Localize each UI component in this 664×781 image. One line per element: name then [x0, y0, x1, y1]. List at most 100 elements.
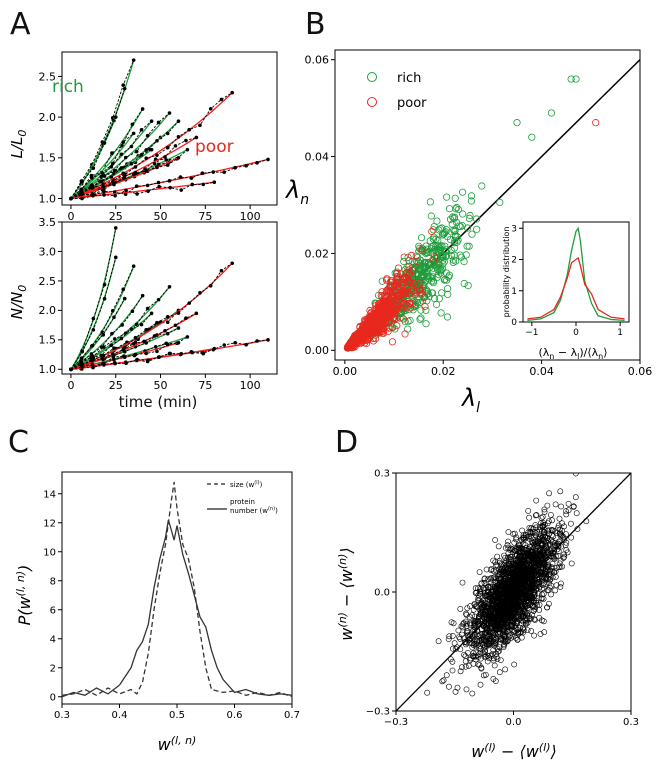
a-top-traj-point — [164, 158, 169, 162]
d-point — [520, 592, 527, 598]
b-point-rich — [417, 314, 425, 322]
d-point — [540, 534, 546, 541]
a-bot-traj-point — [91, 328, 96, 332]
a-bot-traj-point — [187, 301, 192, 305]
d-point — [559, 520, 565, 527]
a-top-ytick-label: 2.5 — [39, 70, 57, 83]
d-point — [557, 537, 564, 544]
d-point — [498, 593, 505, 600]
b-point-rich — [478, 182, 486, 190]
b-point-rich — [429, 279, 437, 287]
d-point — [520, 546, 527, 553]
d-point — [479, 597, 486, 604]
d-point — [462, 663, 469, 670]
d-point — [495, 648, 501, 655]
b-point-poor — [374, 329, 382, 337]
d-point — [521, 536, 527, 543]
b-point-rich — [463, 224, 472, 232]
b-point-rich — [457, 253, 465, 261]
d-point — [507, 553, 514, 560]
d-point — [547, 567, 553, 574]
d-point — [535, 571, 542, 578]
d-point — [494, 625, 501, 632]
d-point — [513, 574, 520, 580]
d-point — [539, 591, 545, 598]
d-point — [526, 535, 533, 542]
a-top-traj-point — [139, 153, 144, 157]
c-size-line — [61, 482, 293, 698]
d-point — [527, 567, 534, 574]
b-point-rich — [416, 256, 424, 264]
d-point — [439, 678, 446, 685]
c-ytick-label: 12 — [43, 518, 56, 529]
b-point-rich — [453, 233, 461, 241]
d-point — [526, 582, 533, 589]
d-point — [497, 582, 504, 588]
b-point-rich — [430, 294, 439, 302]
d-point — [480, 634, 487, 641]
d-point — [540, 585, 547, 592]
d-point — [472, 590, 479, 596]
a-bot-traj-point — [112, 357, 116, 362]
a-top-traj-point — [165, 163, 170, 167]
d-point — [449, 633, 456, 639]
d-point — [472, 585, 479, 592]
b-point-rich — [452, 257, 460, 265]
d-point — [488, 575, 495, 581]
d-point — [545, 563, 552, 570]
a-top-traj-point — [165, 145, 170, 150]
a-top-traj-point — [194, 135, 199, 140]
d-point — [467, 620, 474, 627]
b-point-poor — [399, 275, 407, 283]
d-point — [572, 473, 579, 477]
b-ytick-label: 0.04 — [305, 150, 330, 163]
b-point-poor — [409, 300, 417, 308]
d-point — [482, 593, 489, 600]
b-point-rich — [434, 249, 443, 257]
a-top-traj-point — [123, 155, 128, 160]
d-point — [464, 628, 471, 635]
a-top-traj-point — [201, 182, 206, 187]
a-bot-traj-point — [145, 306, 150, 311]
d-point — [476, 569, 483, 575]
d-point — [482, 671, 489, 678]
d-point — [485, 620, 492, 626]
b-point-rich — [467, 197, 475, 205]
d-point — [561, 536, 568, 543]
a-top-traj-point — [244, 163, 248, 168]
d-point — [572, 494, 579, 501]
a-top-traj-point — [149, 147, 154, 152]
b-point-rich — [451, 226, 459, 234]
d-point — [539, 523, 546, 529]
a-bot-ytick-label: 3.5 — [39, 216, 57, 229]
a-top-traj-point — [156, 120, 161, 125]
d-point — [483, 593, 490, 599]
d-point — [538, 552, 545, 558]
a-bot-traj-point — [131, 264, 136, 268]
d-point — [463, 610, 469, 617]
d-point — [504, 628, 511, 635]
d-point — [524, 610, 531, 616]
d-point — [536, 534, 543, 541]
a-top-traj-point — [230, 90, 235, 95]
d-point — [531, 529, 538, 536]
a-top-traj-point — [91, 166, 96, 170]
b-point-poor — [393, 322, 401, 330]
d-point — [480, 585, 487, 591]
d-point — [557, 488, 564, 495]
d-point — [536, 614, 543, 621]
b-point-poor — [346, 342, 355, 351]
d-point — [469, 690, 476, 697]
d-point — [477, 588, 484, 595]
a-top-traj-point — [119, 166, 124, 170]
a-bot-traj-point — [112, 337, 117, 341]
b-point-rich — [417, 234, 426, 242]
d-point — [496, 606, 503, 613]
d-point — [560, 555, 567, 561]
a-bot-fit-line-rich — [70, 295, 144, 370]
d-point — [452, 688, 459, 695]
d-point — [548, 512, 554, 518]
d-point — [492, 616, 499, 623]
a-bot-traj-point — [90, 343, 95, 348]
d-point — [544, 528, 551, 534]
